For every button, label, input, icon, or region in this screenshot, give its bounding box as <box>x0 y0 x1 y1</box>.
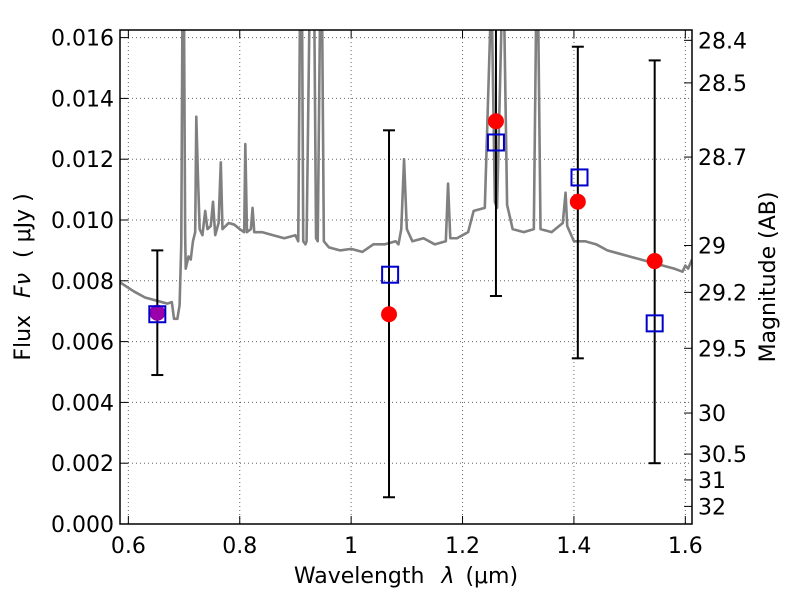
x-tick-label: 1.6 <box>668 534 703 559</box>
axis-ticks: 0.6 0.8 1 1.2 1.4 1.6 0.000 0.002 0.004 0.006 0.00… <box>51 27 747 559</box>
y-axis-label: Flux Fν ( μJy ) <box>11 193 36 360</box>
model-flux-point <box>486 133 505 152</box>
y-tick-label: 0.000 <box>51 513 114 538</box>
y2-tick-label: 32 <box>698 495 726 520</box>
observed-flux-point <box>487 113 504 130</box>
x-tick-label: 1 <box>344 534 358 559</box>
y2-tick-label: 29.2 <box>698 281 747 306</box>
y2-tick-label: 30.5 <box>698 443 747 468</box>
y2-tick-label: 31 <box>698 469 726 494</box>
y-tick-label: 0.014 <box>51 87 114 112</box>
y-tick-label: 0.016 <box>51 27 114 52</box>
y2-axis-label: Magnitude (AB) <box>756 192 781 363</box>
x-tick-label: 1.2 <box>445 534 480 559</box>
x-tick-label: 1.4 <box>556 534 591 559</box>
grid <box>120 30 692 524</box>
y2-tick-label: 28.5 <box>698 72 747 97</box>
axes-frame <box>119 29 693 525</box>
plot-area <box>120 30 692 499</box>
observed-flux-point <box>381 306 398 323</box>
observed-flux-point <box>646 253 663 270</box>
x-axis-label: Wavelength λ (μm) <box>294 564 518 589</box>
y2-tick-label: 29 <box>698 235 726 260</box>
plot-frame <box>119 29 693 525</box>
x-tick-label: 0.8 <box>222 534 257 559</box>
y-tick-label: 0.002 <box>51 452 114 477</box>
y2-tick-label: 28.7 <box>698 146 747 171</box>
y-tick-label: 0.012 <box>51 148 114 173</box>
y2-tick-label: 30 <box>698 402 726 427</box>
y-tick-label: 0.010 <box>51 209 114 234</box>
model-flux-point <box>645 314 664 333</box>
model-flux-point <box>570 168 589 187</box>
axis-labels: Wavelength λ (μm) Flux Fν ( μJy ) Magnit… <box>11 192 781 589</box>
observed-flux-point <box>569 193 586 210</box>
model-flux-point <box>381 265 400 284</box>
y2-tick-label: 29.5 <box>698 337 747 362</box>
spectrum-line <box>120 30 692 321</box>
x-tick-label: 0.6 <box>111 534 146 559</box>
y-tick-label: 0.008 <box>51 270 114 295</box>
observed-flux-point <box>149 304 166 321</box>
y2-tick-label: 28.4 <box>698 29 747 54</box>
y-tick-label: 0.006 <box>51 331 114 356</box>
model-flux-point <box>148 305 167 324</box>
y-tick-label: 0.004 <box>51 391 114 416</box>
